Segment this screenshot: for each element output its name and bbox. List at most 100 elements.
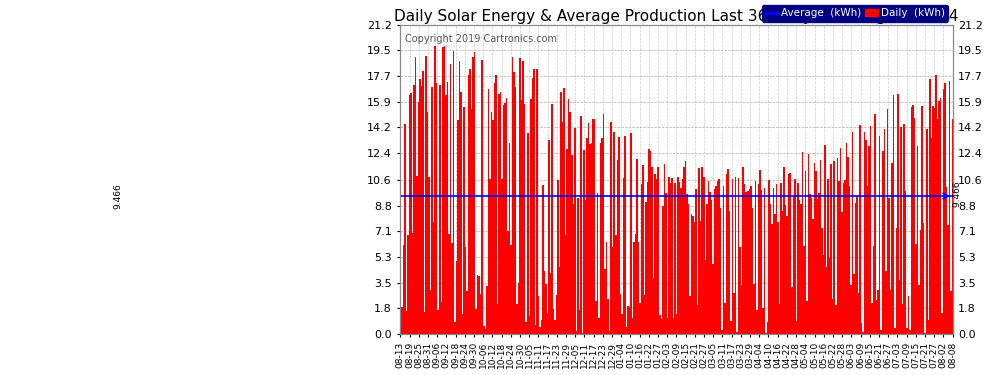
Bar: [890, 290, 891, 334]
Bar: [894, 328, 896, 334]
Bar: [663, 164, 665, 334]
Bar: [608, 299, 609, 334]
Bar: [465, 247, 466, 334]
Bar: [873, 246, 874, 334]
Bar: [609, 331, 611, 334]
Bar: [430, 290, 432, 334]
Bar: [937, 120, 939, 334]
Bar: [805, 171, 806, 334]
Bar: [694, 222, 695, 334]
Bar: [666, 318, 668, 334]
Bar: [563, 88, 565, 334]
Bar: [887, 109, 888, 334]
Bar: [544, 271, 545, 334]
Bar: [438, 310, 439, 334]
Bar: [643, 165, 644, 334]
Bar: [765, 333, 766, 334]
Bar: [549, 273, 551, 334]
Bar: [518, 283, 520, 334]
Bar: [412, 233, 413, 334]
Bar: [723, 186, 725, 334]
Bar: [750, 186, 751, 334]
Bar: [413, 85, 415, 334]
Bar: [902, 304, 903, 334]
Bar: [762, 309, 763, 334]
Bar: [671, 178, 672, 334]
Bar: [494, 83, 495, 334]
Bar: [491, 111, 492, 334]
Bar: [515, 87, 517, 334]
Bar: [814, 163, 815, 334]
Bar: [905, 192, 906, 334]
Bar: [503, 105, 504, 334]
Bar: [826, 267, 828, 334]
Bar: [809, 194, 811, 334]
Bar: [415, 57, 416, 334]
Bar: [706, 204, 708, 334]
Bar: [429, 177, 430, 334]
Bar: [934, 108, 936, 334]
Bar: [635, 234, 637, 334]
Bar: [404, 124, 406, 334]
Bar: [600, 143, 601, 334]
Bar: [676, 314, 677, 334]
Bar: [691, 214, 692, 334]
Bar: [700, 221, 702, 334]
Bar: [435, 46, 436, 334]
Bar: [879, 136, 880, 334]
Bar: [837, 158, 838, 334]
Bar: [825, 145, 826, 334]
Bar: [715, 186, 717, 334]
Bar: [831, 164, 832, 334]
Bar: [463, 107, 465, 334]
Bar: [835, 305, 837, 334]
Bar: [545, 284, 546, 334]
Bar: [595, 301, 597, 334]
Bar: [654, 174, 656, 334]
Bar: [626, 327, 627, 334]
Bar: [899, 280, 900, 334]
Bar: [472, 57, 474, 334]
Bar: [936, 75, 937, 334]
Bar: [842, 183, 844, 334]
Bar: [611, 123, 612, 334]
Bar: [747, 190, 748, 334]
Bar: [697, 306, 698, 334]
Bar: [552, 309, 554, 334]
Bar: [797, 183, 799, 334]
Bar: [779, 304, 780, 334]
Bar: [908, 296, 910, 334]
Bar: [401, 307, 403, 334]
Bar: [786, 216, 788, 334]
Bar: [718, 180, 720, 334]
Bar: [538, 296, 540, 334]
Bar: [656, 179, 657, 334]
Bar: [756, 310, 757, 334]
Bar: [782, 211, 783, 334]
Bar: [871, 303, 873, 334]
Bar: [403, 245, 404, 334]
Bar: [497, 304, 498, 334]
Bar: [452, 51, 454, 334]
Bar: [565, 235, 566, 334]
Bar: [555, 295, 557, 334]
Bar: [668, 177, 669, 334]
Bar: [551, 104, 552, 334]
Bar: [506, 98, 507, 334]
Bar: [896, 228, 897, 334]
Bar: [487, 89, 489, 334]
Bar: [529, 316, 530, 334]
Bar: [791, 287, 793, 334]
Bar: [774, 214, 776, 334]
Bar: [637, 159, 638, 334]
Bar: [546, 313, 548, 334]
Bar: [530, 99, 532, 334]
Bar: [617, 160, 618, 334]
Bar: [634, 242, 635, 334]
Bar: [705, 260, 706, 334]
Bar: [585, 200, 586, 334]
Bar: [471, 109, 472, 334]
Bar: [448, 234, 449, 334]
Bar: [466, 291, 468, 334]
Bar: [572, 204, 574, 334]
